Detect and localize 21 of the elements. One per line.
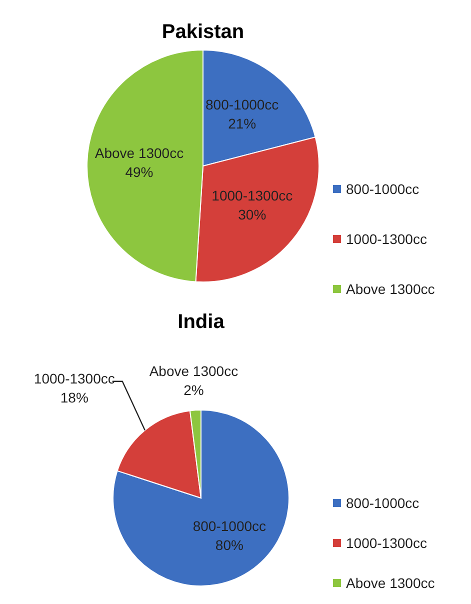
legend-label: 1000-1300cc [346,231,427,247]
data-label: 49% [125,164,154,180]
slice-label: 1000-1300cc [212,188,293,204]
data-label: 2% [184,382,204,398]
slice-label: 800-1000cc [192,518,266,534]
data-label: 21% [228,116,256,132]
slice-label: Above 1300cc [94,144,184,161]
chart-title: India [178,311,226,333]
pie-slice [112,410,290,586]
data-label: 30% [238,206,266,223]
chart-title: Pakistan [162,21,244,43]
slice-label: 1000-1300cc [34,370,115,386]
legend-label: Above 1300cc [346,575,435,591]
legend-label: Above 1300cc [346,281,435,297]
legend-label: 800-1000cc [346,495,420,511]
data-label: 18% [60,389,88,406]
slice-label: 800-1000cc [206,96,279,113]
legend-label: 800-1000cc [346,181,420,197]
slice-label: Above 1300cc [149,363,238,380]
data-label: 80% [215,537,244,554]
legend-label: 1000-1300cc [346,535,427,551]
